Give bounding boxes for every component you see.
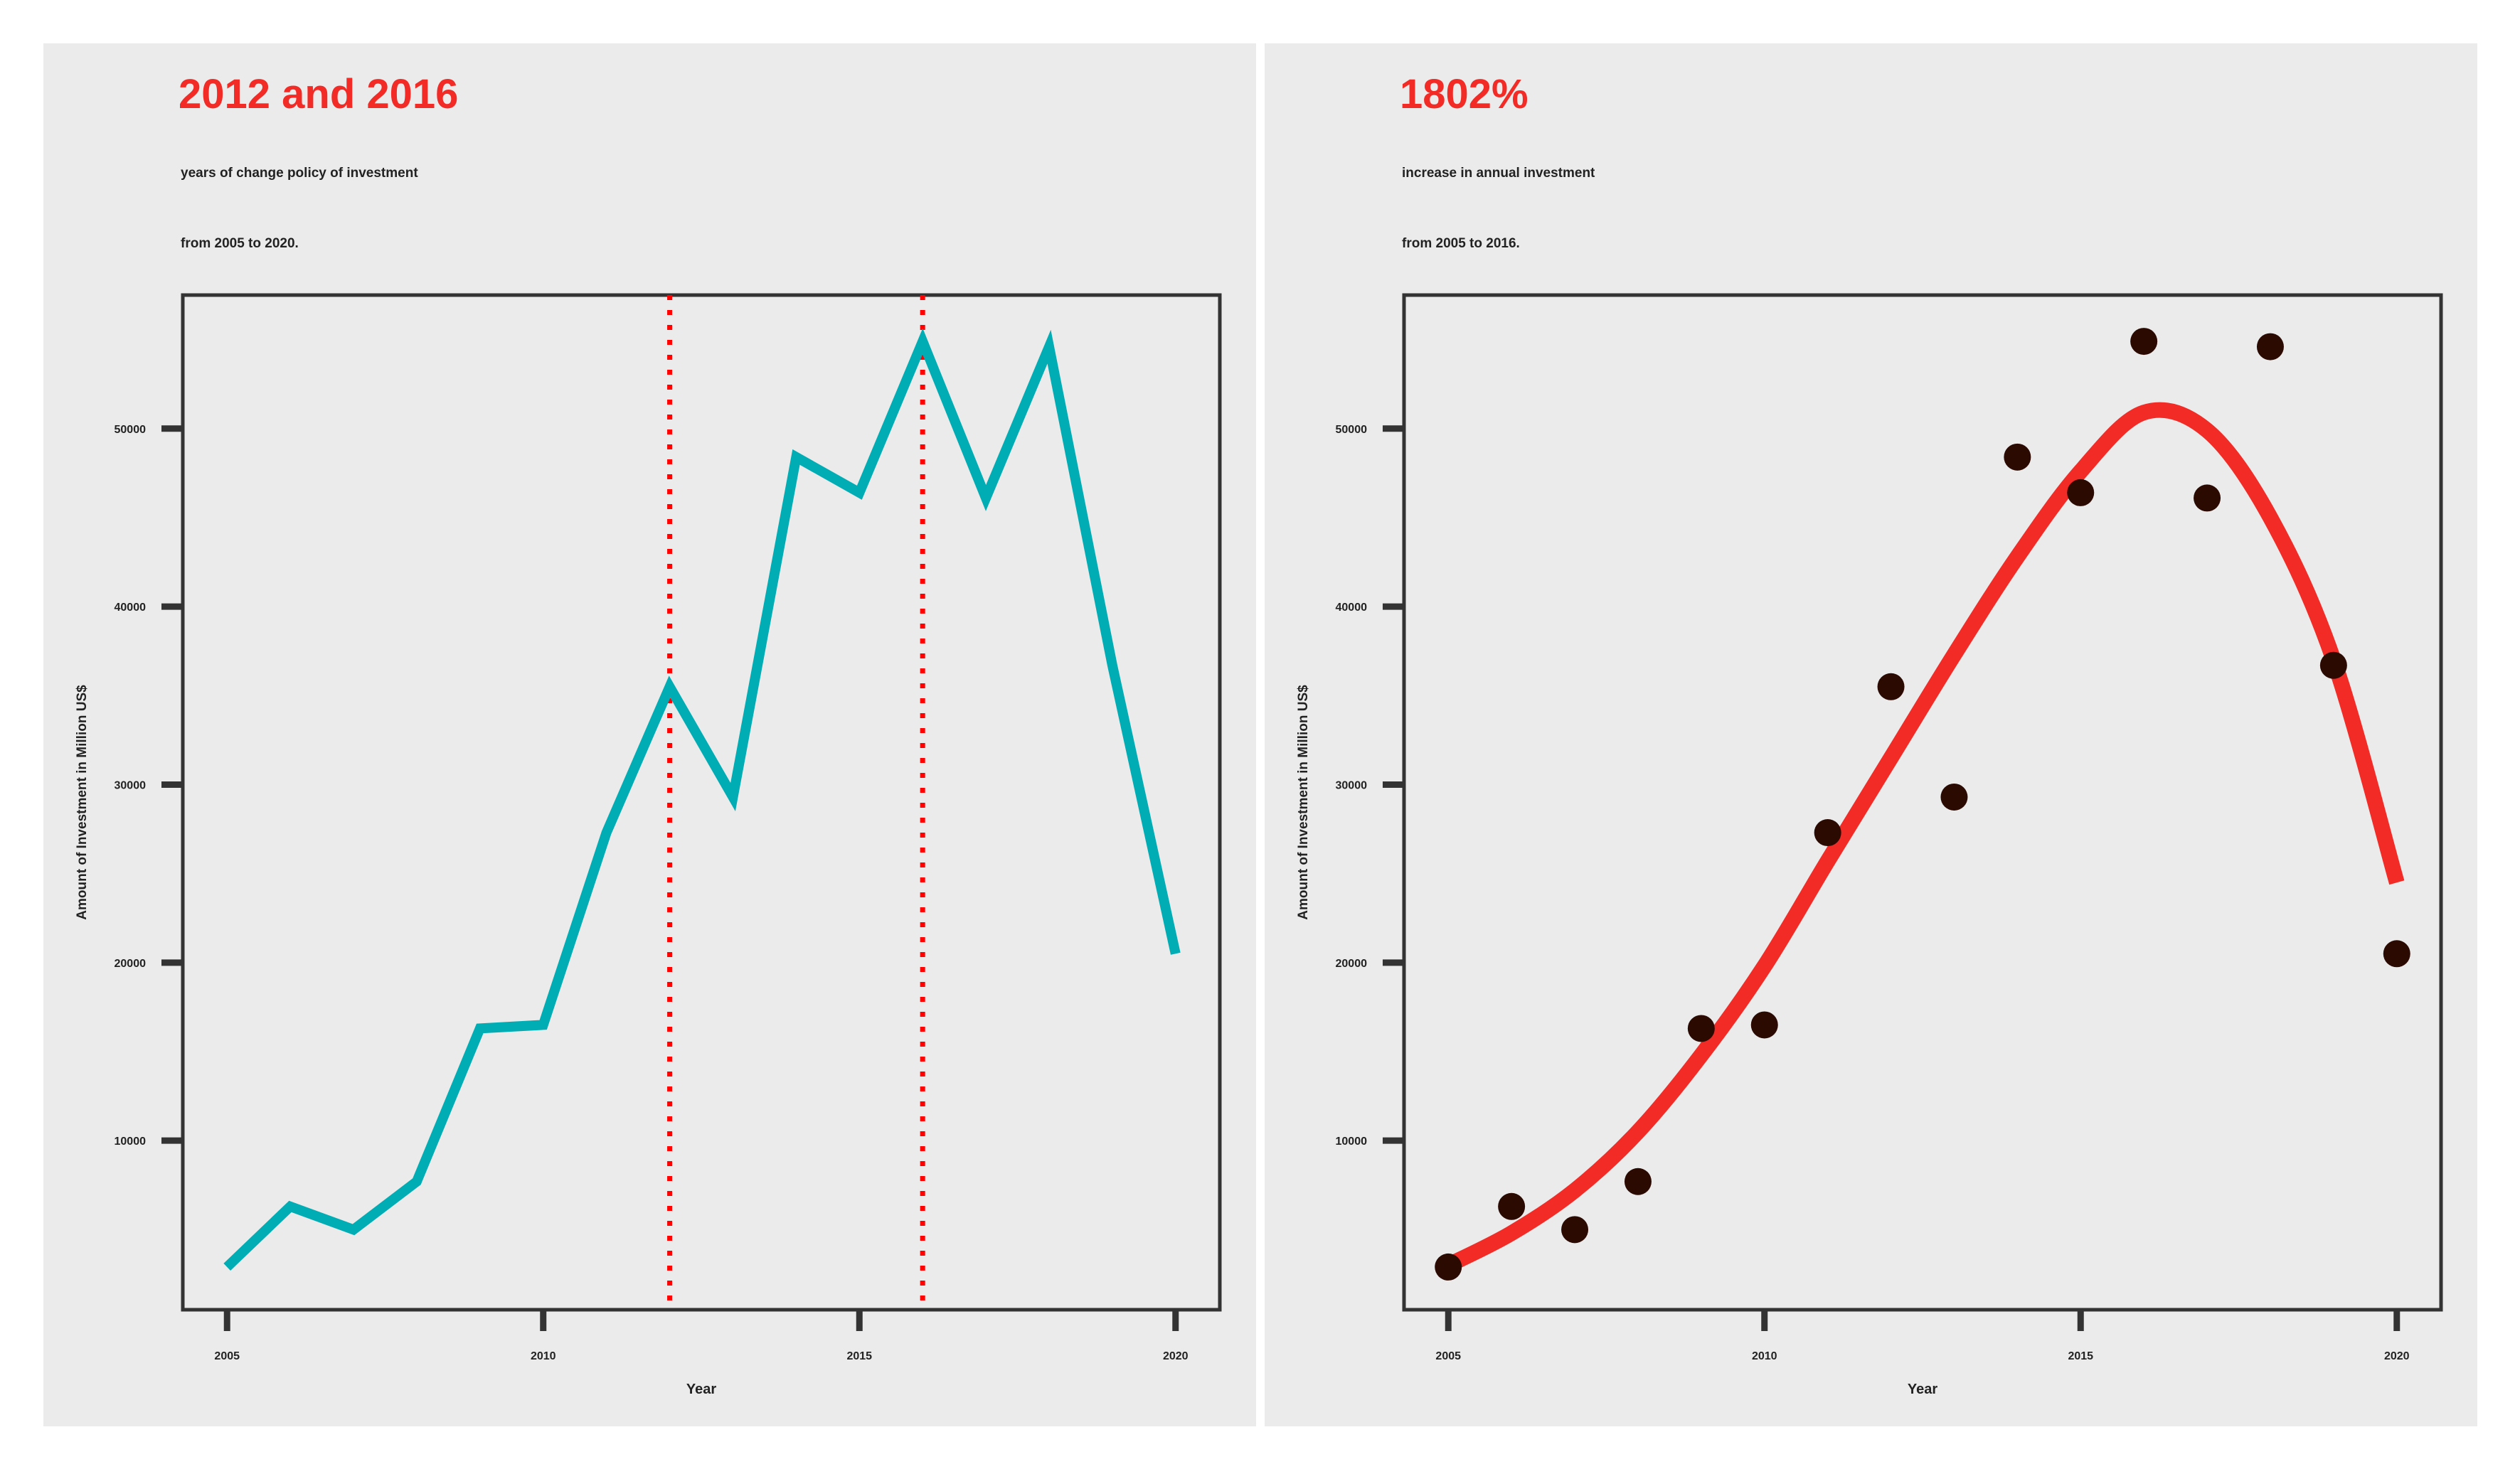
right-plot-frame	[1402, 293, 2443, 1312]
right-x-tick-label: 2010	[1752, 1350, 1777, 1362]
right-chart-panel: 1802% increase in annual investment from…	[1265, 43, 2477, 1426]
left-headline: 2012 and 2016	[179, 71, 459, 117]
right-subtitle-line1: increase in annual investment	[1402, 166, 1595, 181]
right-data-point-2017	[2194, 484, 2221, 512]
left-y-tick-label: 10000	[115, 1136, 147, 1148]
left-x-tick-label: 2015	[846, 1350, 872, 1362]
right-data-point-2006	[1498, 1192, 1526, 1220]
left-y-tick-label: 30000	[115, 779, 147, 791]
right-subtitle-line2: from 2005 to 2016.	[1402, 236, 1520, 251]
left-y-axis-title: Amount of Investment in Million US$	[75, 685, 90, 920]
right-data-point-2014	[2004, 443, 2031, 471]
left-x-tick-label: 2005	[214, 1350, 240, 1362]
right-y-tick-label: 30000	[1336, 779, 1368, 791]
left-line-chart: 10000 20000 30000 40000 50000 2005 2010 2015 202…	[75, 293, 1222, 1397]
left-plot-frame	[181, 293, 1222, 1312]
left-subtitle-line2: from 2005 to 2020.	[181, 236, 299, 251]
right-y-tick-label: 40000	[1336, 602, 1368, 614]
right-data-point-2009	[1687, 1015, 1715, 1042]
right-data-point-2019	[2319, 651, 2347, 679]
left-series-line	[223, 328, 1181, 1271]
right-y-tick-label: 50000	[1336, 424, 1368, 436]
right-data-point-2013	[1940, 783, 1968, 811]
right-data-point-2015	[2067, 479, 2095, 506]
right-data-point-2016	[2130, 328, 2158, 356]
right-data-point-2010	[1750, 1011, 1778, 1039]
right-x-axis-title: Year	[1908, 1382, 1937, 1397]
left-y-tick-label: 40000	[115, 602, 147, 614]
left-y-tick-label: 20000	[115, 958, 147, 970]
right-data-point-2018	[2256, 333, 2284, 360]
right-data-point-2008	[1624, 1168, 1652, 1195]
left-x-tick-label: 2020	[1163, 1350, 1189, 1362]
right-data-point-2011	[1814, 819, 1841, 847]
left-x-axis-title: Year	[686, 1382, 716, 1397]
right-data-point-2012	[1877, 673, 1905, 700]
right-data-point-2020	[2383, 940, 2410, 968]
right-y-tick-label: 20000	[1336, 958, 1368, 970]
left-x-tick-label: 2010	[531, 1350, 556, 1362]
left-subtitle-line1: years of change policy of investment	[181, 166, 418, 181]
right-trend-curve	[1445, 402, 2405, 1273]
right-data-point-2007	[1561, 1216, 1589, 1244]
right-x-tick-label: 2005	[1435, 1350, 1461, 1362]
right-headline: 1802%	[1400, 71, 1529, 117]
right-y-tick-label: 10000	[1336, 1136, 1368, 1148]
right-y-axis-title: Amount of Investment in Million US$	[1296, 685, 1311, 920]
left-y-tick-label: 50000	[115, 424, 147, 436]
right-data-point-2005	[1435, 1253, 1462, 1281]
right-x-tick-label: 2015	[2068, 1350, 2093, 1362]
left-chart-panel: 2012 and 2016 years of change policy of …	[43, 43, 1256, 1426]
right-scatter-chart: 10000 20000 30000 40000 50000 2005 2010 2015 202…	[1296, 293, 2443, 1397]
right-x-tick-label: 2020	[2384, 1350, 2410, 1362]
